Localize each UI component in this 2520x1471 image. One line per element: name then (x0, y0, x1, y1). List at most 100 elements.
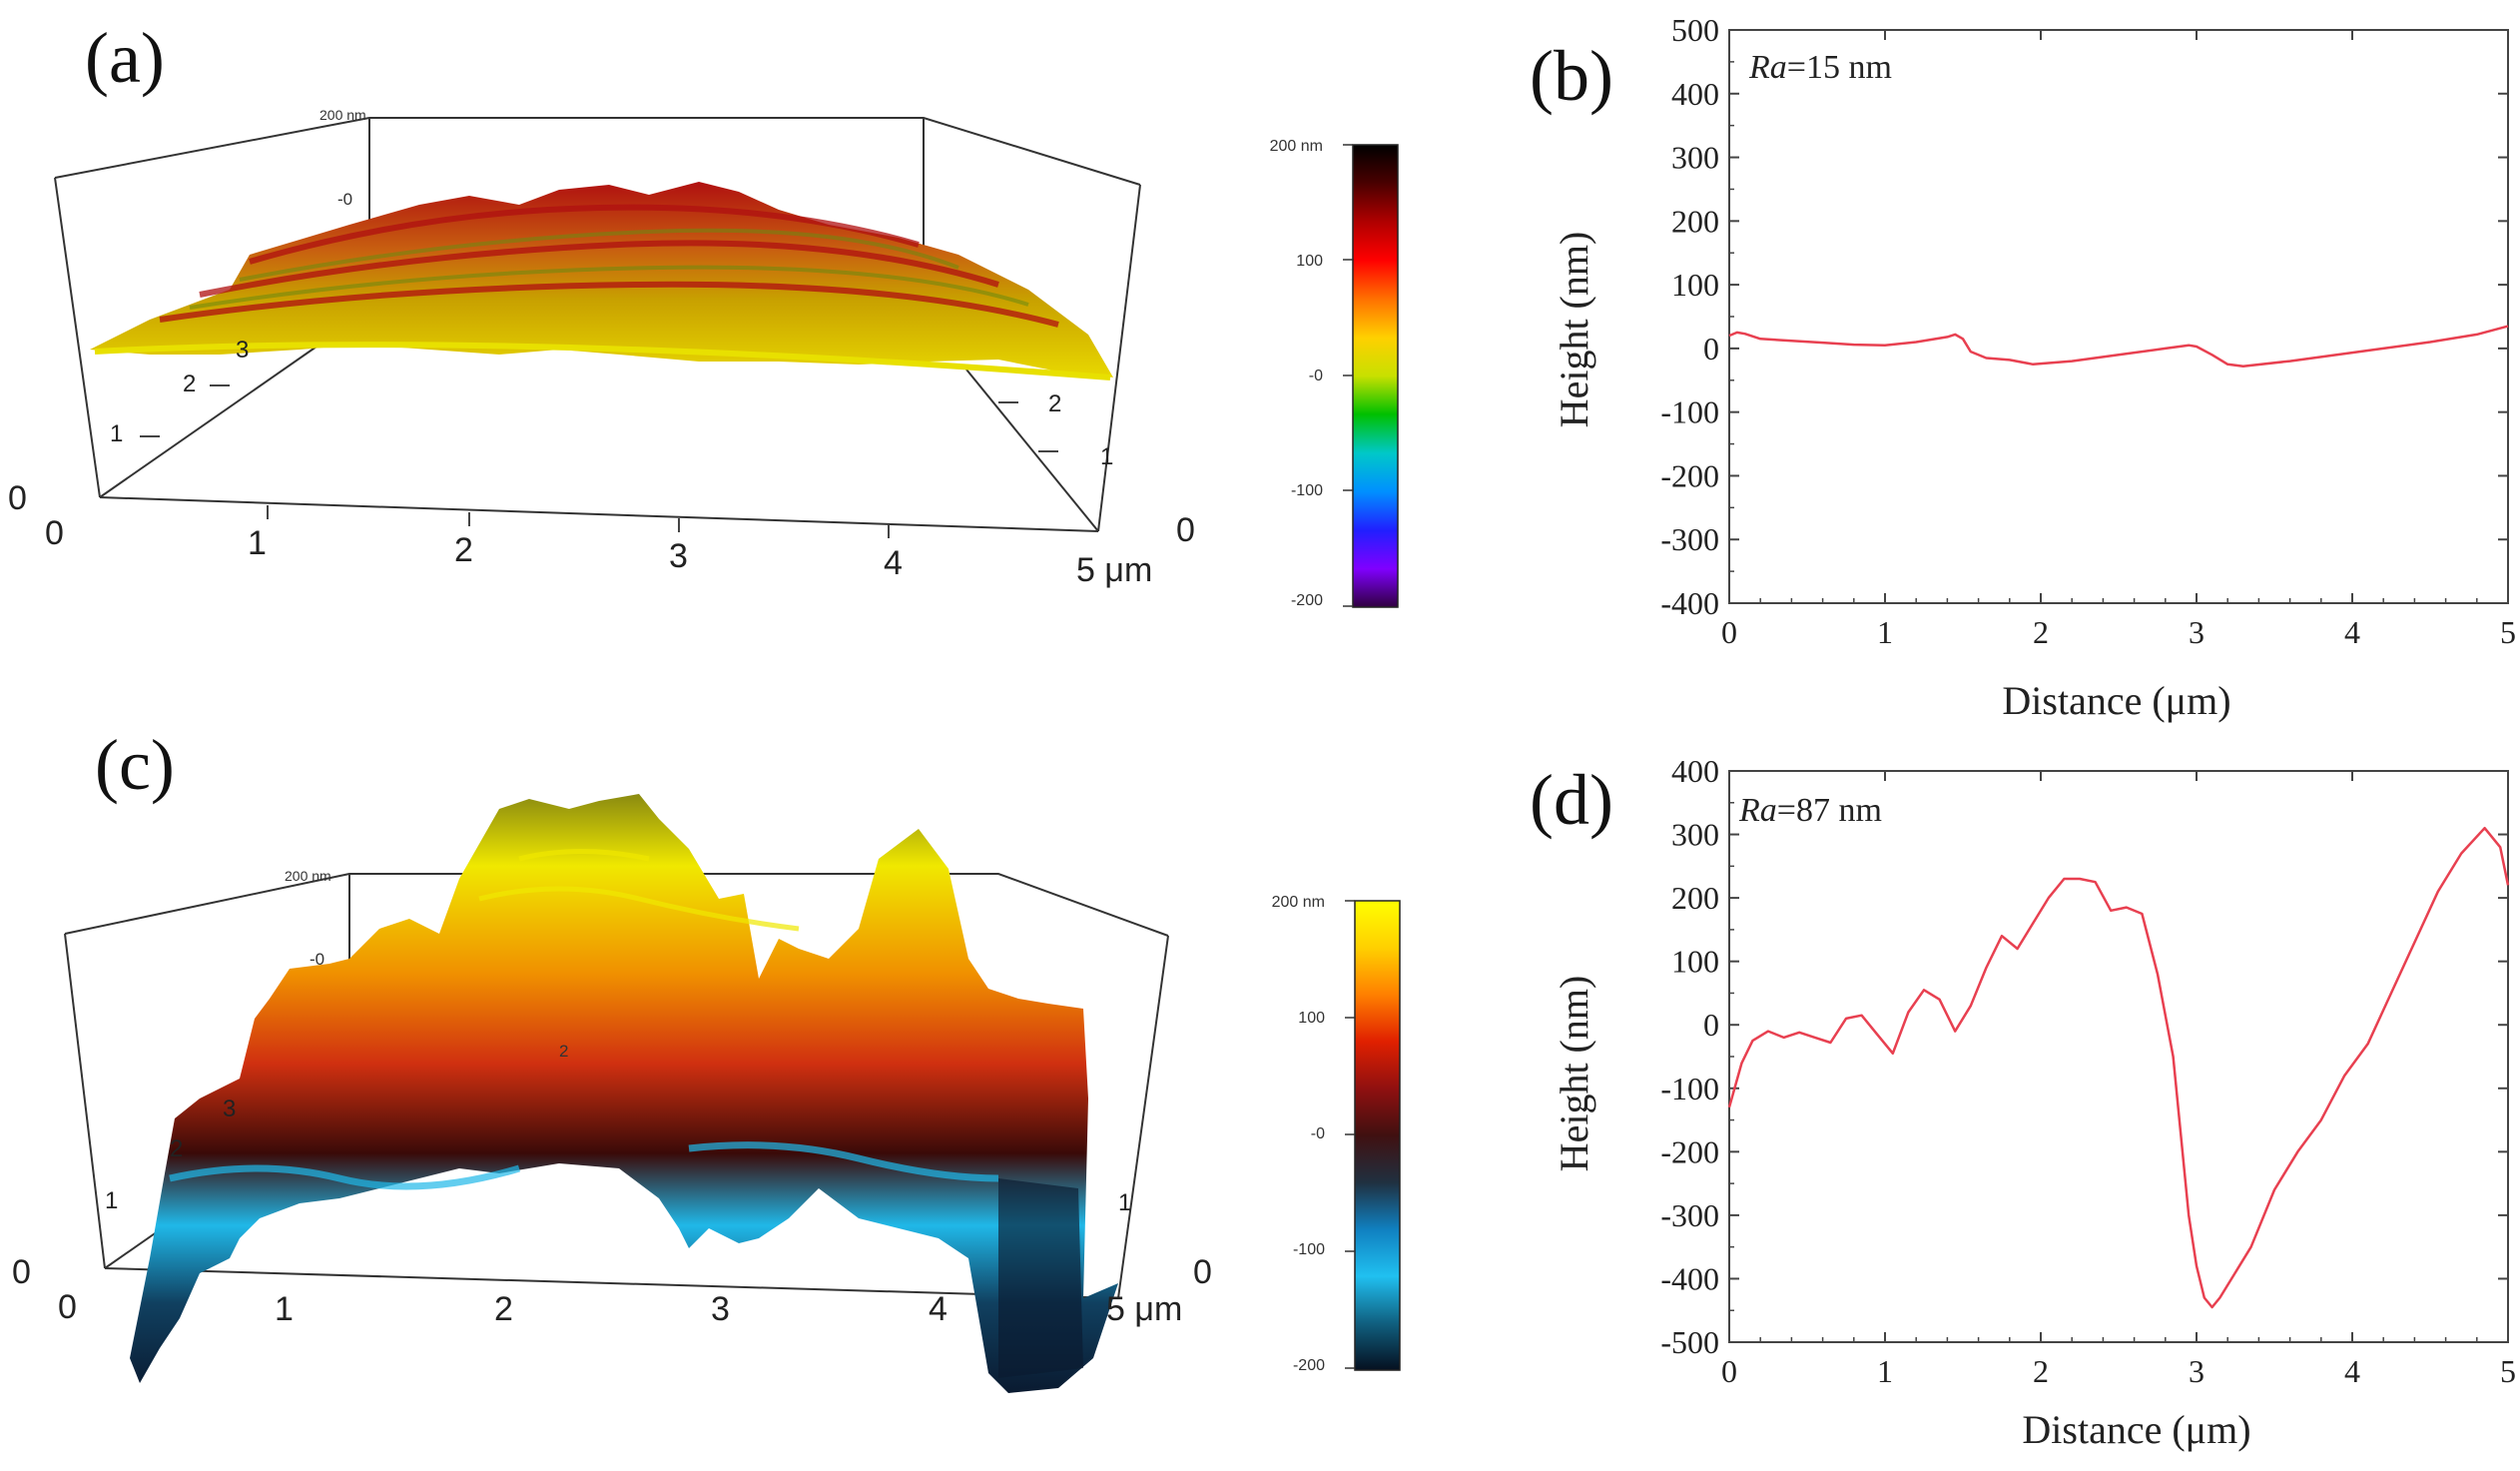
x-tick-label: 4 (2344, 614, 2360, 650)
surface-a-front-edge (94, 342, 1111, 380)
surface-a-box (54, 117, 1141, 532)
surface-a-right-zero: 0 (1176, 511, 1195, 549)
surface-a-right-tick: 1 (1100, 443, 1113, 470)
x-tick-label: 3 (2189, 614, 2205, 650)
surface-a-right-tick: 2 (1048, 390, 1061, 417)
surface-c-x-ticks: 0 1 2 3 4 5 μm (58, 1288, 1182, 1328)
y-tick-label: -500 (1660, 1324, 1719, 1360)
chart-d-x-ticks: 0 1 2 3 4 5 (1721, 771, 2516, 1389)
x-tick-label: 4 (2344, 1353, 2360, 1389)
colorbar-c-label: 100 (1298, 1010, 1325, 1027)
y-tick-label: 0 (1703, 331, 1719, 367)
surface-c-depth-tick: 1 (105, 1187, 118, 1214)
chart-b-series (1728, 325, 2509, 368)
surface-a-topography (90, 182, 1113, 380)
surface-a-x-tick: 3 (669, 537, 688, 575)
panel-c: (c) 200 nm -0 2 1 2 (12, 725, 1401, 1393)
chart-b-frame (1728, 29, 2509, 604)
colorbar-c-label: 200 nm (1272, 894, 1325, 911)
colorbar-c-label: -0 (1311, 1125, 1325, 1142)
colorbar-c-label: -200 (1293, 1357, 1325, 1374)
colorbar-a-label: 100 (1296, 253, 1323, 270)
chart-d-xlabel: Distance (μm) (2022, 1407, 2250, 1452)
y-tick-label: 200 (1671, 203, 1719, 239)
surface-a-x-tick: 1 (248, 524, 267, 562)
x-tick-label: 0 (1721, 614, 1737, 650)
chart-b-xlabel: Distance (μm) (2002, 678, 2230, 723)
panel-c-label: (c) (95, 725, 175, 805)
x-tick-label: 1 (1877, 1353, 1893, 1389)
y-tick-label: 300 (1671, 140, 1719, 176)
panel-d: (d) Ra=87 nm 400 300 200 100 0 -100 -200 -300 -4… (1530, 753, 2516, 1452)
panel-d-label: (d) (1530, 760, 1613, 840)
y-tick-label: -400 (1660, 585, 1719, 621)
surface-a-left-zero: 0 (8, 479, 27, 517)
colorbar-a-label: -100 (1291, 482, 1323, 499)
surface-a-depth-ticks: 1 2 3 1 2 (110, 337, 1113, 470)
chart-d-ylabel: Height (nm) (1552, 976, 1596, 1172)
surface-a-inner-label: -0 (337, 190, 352, 209)
chart-b-y-ticks: 500 400 300 200 100 0 -100 -200 -300 -400 (1660, 12, 2508, 621)
colorbar-a-label: 200 nm (1270, 138, 1323, 155)
surface-c-x-tick: 1 (275, 1290, 294, 1328)
surface-c-depth-ticks: 1 2 3 1 (105, 1096, 1131, 1216)
x-tick-label: 1 (1877, 614, 1893, 650)
x-tick-label: 2 (2033, 1353, 2049, 1389)
chart-d-series (1727, 826, 2510, 1309)
surface-c-cyan-bands (169, 1141, 999, 1190)
y-tick-label: 400 (1671, 76, 1719, 112)
y-tick-label: -300 (1660, 1197, 1719, 1233)
y-tick-label: 400 (1671, 753, 1719, 789)
panel-b: (b) Ra=15 nm 500 400 300 200 100 0 -100 -200 -30… (1530, 12, 2516, 723)
panel-b-label: (b) (1530, 36, 1613, 116)
series-line-profile (1727, 826, 2510, 1309)
surface-a-valleys (189, 228, 1029, 310)
y-tick-label: 500 (1671, 12, 1719, 48)
colorbar-a-label: -200 (1291, 592, 1323, 609)
surface-c-x-tick: 5 μm (1106, 1290, 1182, 1328)
surface-a-x-tick: 4 (884, 544, 903, 582)
chart-b-x-ticks: 0 1 2 3 4 5 (1721, 30, 2516, 650)
surface-c-right-cliff (998, 1178, 1083, 1378)
chart-d-frame (1728, 770, 2509, 1343)
chart-d-y-ticks: 400 300 200 100 0 -100 -200 -300 -400 -500 (1660, 753, 2508, 1360)
y-tick-label: 100 (1671, 944, 1719, 980)
surface-c-inner-label: -0 (310, 950, 324, 969)
surface-c-box-top-label: 200 nm (285, 868, 331, 884)
surface-c-x-tick: 4 (929, 1290, 947, 1328)
chart-b-ylabel: Height (nm) (1552, 232, 1596, 428)
surface-c-x-tick: 2 (494, 1290, 513, 1328)
surface-c-right-zero: 0 (1193, 1253, 1212, 1291)
y-tick-label: 300 (1671, 817, 1719, 853)
y-tick-label: -100 (1660, 394, 1719, 430)
surface-a-depth-tick: 1 (110, 420, 123, 447)
surface-a-depth-tick: 2 (183, 370, 196, 397)
panel-a-label: (a) (85, 18, 165, 98)
y-tick-label: -400 (1660, 1260, 1719, 1296)
chart-d-annotation: Ra=87 nm (1738, 792, 1882, 829)
surface-c-right-tick: 1 (1118, 1189, 1131, 1216)
surface-c-x-tick: 3 (711, 1290, 730, 1328)
y-tick-label: -200 (1660, 457, 1719, 493)
surface-c-body (130, 794, 1118, 1393)
surface-a-x-tick: 2 (454, 531, 473, 569)
colorbar-a-bar (1352, 144, 1399, 608)
colorbar-c-label: -100 (1293, 1241, 1325, 1258)
surface-c-topography (130, 794, 1118, 1393)
colorbar-a-label: -0 (1309, 368, 1323, 384)
surface-a-x-ticks: 0 1 2 3 4 5 μm (45, 514, 1152, 589)
panel-a: (a) 200 nm (8, 18, 1399, 609)
y-tick-label: 0 (1703, 1007, 1719, 1043)
y-tick-label: -100 (1660, 1071, 1719, 1106)
colorbar-c-bar (1354, 900, 1401, 1371)
surface-c-depth-tick: 2 (170, 1135, 183, 1162)
surface-c-mid-label: 2 (559, 1042, 568, 1061)
surface-c-left-zero: 0 (12, 1253, 31, 1291)
y-tick-label: 100 (1671, 267, 1719, 303)
x-tick-label: 5 (2500, 1353, 2516, 1389)
surface-a-depth-tickmarks (140, 384, 1058, 538)
surface-c-x-tick: 0 (58, 1288, 77, 1326)
series-line-profile (1728, 325, 2509, 368)
surface-a-depth-tick: 3 (236, 337, 249, 364)
